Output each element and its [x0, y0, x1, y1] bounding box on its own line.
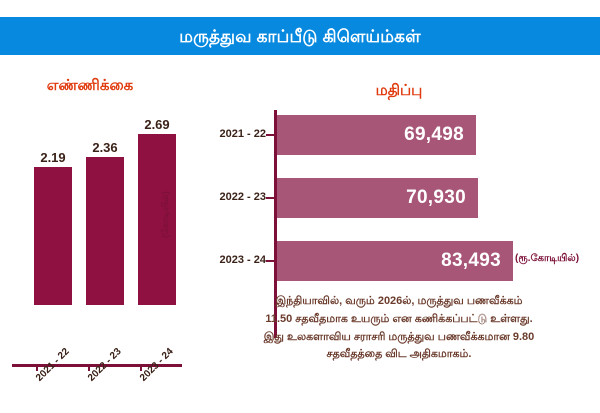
vertical-bar-slot: 2.36: [86, 140, 124, 305]
vertical-bar-slot: 2.19: [34, 150, 72, 305]
value-chart-panel: மதிப்பு 69,498 2021 - 22 70,930 2022 - 2…: [198, 60, 600, 413]
page-title: மருத்துவ காப்பீடு கிளெய்ம்கள்: [179, 26, 421, 46]
vertical-bar: [86, 157, 124, 305]
horizontal-bar-row: 83,493: [277, 241, 577, 281]
x-axis-tick: [88, 364, 90, 371]
horizontal-chart-unit-label: (ரூ.கோடியில்): [515, 253, 580, 264]
vertical-bar-value-label: 2.19: [40, 150, 66, 165]
y-axis-tick: [266, 134, 275, 136]
horizontal-bar-row: 70,930: [277, 178, 577, 218]
y-axis-tick: [266, 260, 275, 262]
left-chart-title: எண்ணிக்கை: [46, 77, 134, 94]
footnote-line-3: இது உலகளாவிய சராசரி மருத்துவ பணவீக்கமான …: [263, 330, 535, 343]
footnote-line-1: இந்தியாவில், வரும் 2026ல், மருத்துவ பணவீ…: [275, 295, 523, 307]
x-axis-tick: [140, 364, 142, 371]
vertical-bar: [34, 167, 72, 305]
horizontal-bar-value-label: 69,498: [404, 124, 464, 145]
vertical-bar: [138, 134, 176, 305]
horizontal-bar: 83,493: [277, 241, 513, 281]
vertical-chart-unit-label: (கோடியில்): [160, 191, 170, 238]
x-axis-tick: [36, 364, 38, 371]
horizontal-bar-value-label: 83,493: [441, 250, 501, 271]
horizontal-chart-y-axis: [274, 110, 277, 338]
header-bar: மருத்துவ காப்பீடு கிளெய்ம்கள்: [0, 17, 600, 55]
y-axis-label-2023-24: 2023 - 24: [219, 254, 266, 266]
horizontal-bar: 70,930: [277, 178, 478, 218]
y-axis-label-2022-23: 2022 - 23: [219, 191, 266, 203]
vertical-chart-x-axis: [12, 364, 182, 367]
footnote-line-4: சதவீதத்தை விட அதிகமாகம்.: [326, 348, 472, 361]
footnote-line-2: 11.50 சதவீதமாக உயரும் என கணிக்கப்பட்டு உ…: [265, 312, 533, 325]
y-axis-tick: [266, 197, 275, 199]
vertical-bar-slot: 2.69: [138, 117, 176, 305]
horizontal-bar-row: 69,498: [277, 115, 577, 155]
count-chart-panel: எண்ணிக்கை 2.19 2.36 2.69 2021 - 22 2022 …: [0, 60, 198, 413]
right-chart-title: மதிப்பு: [375, 82, 423, 99]
vertical-bar-value-label: 2.36: [92, 140, 118, 155]
horizontal-bar-value-label: 70,930: [406, 187, 466, 208]
horizontal-bar: 69,498: [277, 115, 476, 155]
vertical-bar-plot-area: 2.19 2.36 2.69: [18, 117, 176, 305]
footnote-text: இந்தியாவில், வரும் 2026ல், மருத்துவ பணவீ…: [218, 293, 580, 364]
y-axis-label-2021-22: 2021 - 22: [219, 128, 266, 140]
vertical-bar-value-label: 2.69: [144, 117, 170, 132]
